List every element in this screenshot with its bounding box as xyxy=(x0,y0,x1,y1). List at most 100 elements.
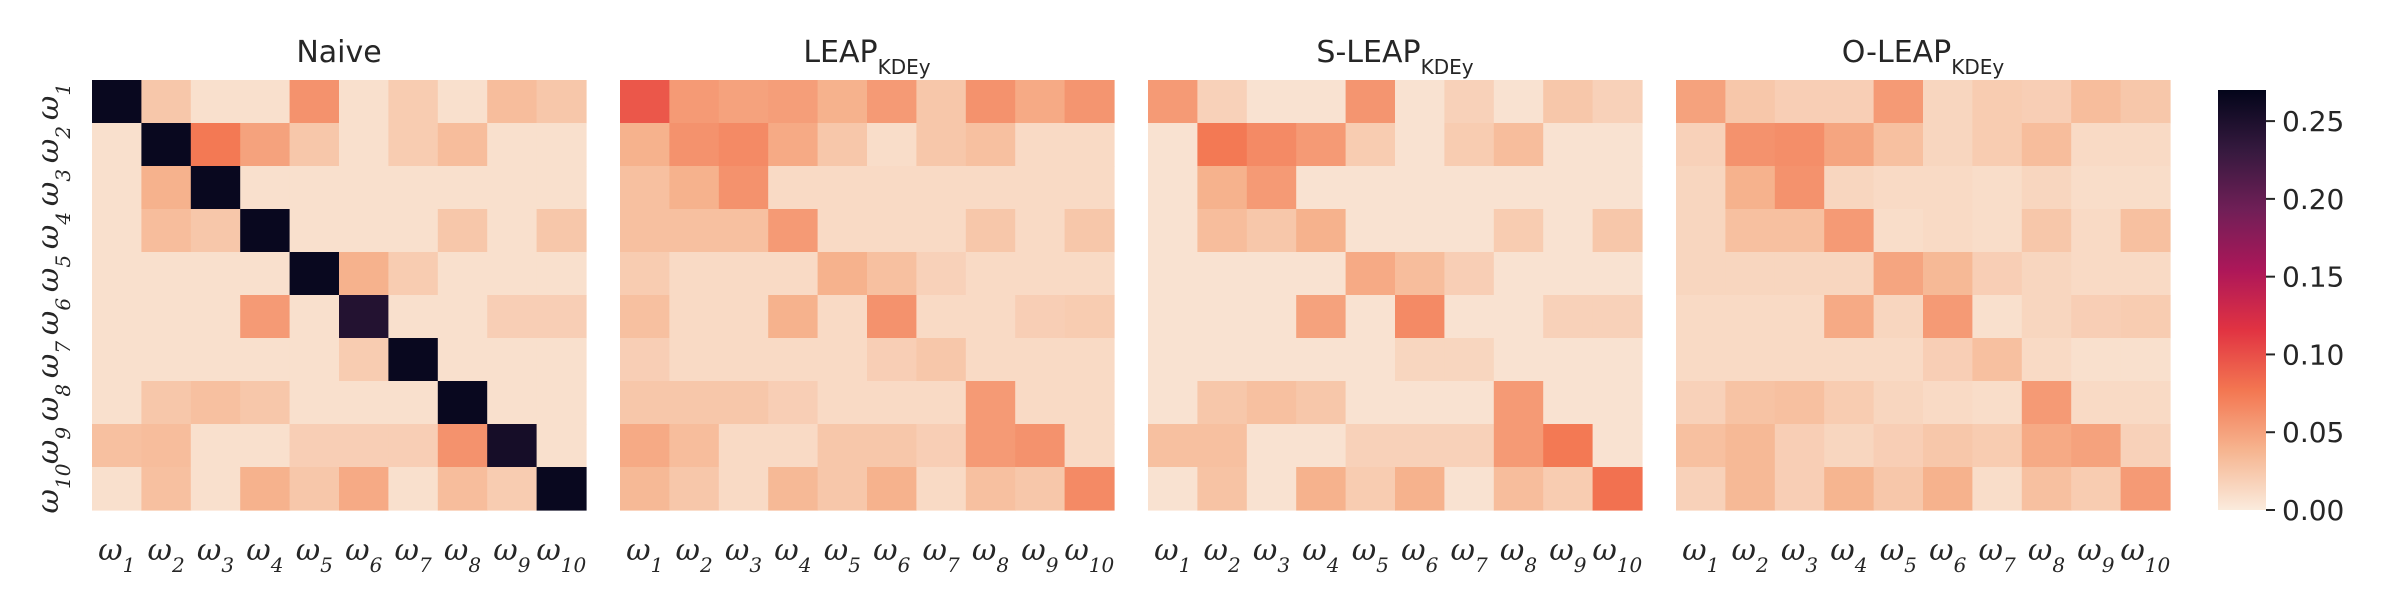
heatmap-cell xyxy=(1774,295,1825,339)
heatmap-cell xyxy=(1148,467,1198,511)
heatmap-cell xyxy=(388,295,439,339)
heatmap-cell xyxy=(190,467,241,511)
x-tick-label: ω5 xyxy=(296,533,333,577)
y-tick-label: ω2 xyxy=(31,126,75,163)
heatmap-cell xyxy=(669,123,720,167)
heatmap-cell xyxy=(1543,123,1594,167)
heatmap-cell xyxy=(1774,252,1825,296)
heatmap-cell xyxy=(1824,338,1875,382)
heatmap-cell xyxy=(2071,381,2122,425)
heatmap-cell xyxy=(2120,295,2171,339)
x-tick-label: ω4 xyxy=(1830,533,1867,577)
heatmap-cell xyxy=(1296,209,1347,253)
heatmap-cell xyxy=(1923,252,1973,296)
heatmap-cell xyxy=(1444,252,1495,296)
heatmap-cell xyxy=(1543,295,1594,339)
heatmap-cell xyxy=(1725,166,1776,210)
heatmap-cell xyxy=(1493,166,1544,210)
heatmap-cell xyxy=(1923,123,1973,167)
heatmap-cell xyxy=(1015,295,1066,339)
x-tick-label: ω1 xyxy=(1154,533,1191,577)
heatmap-cell xyxy=(190,381,241,425)
heatmap-cell xyxy=(1395,467,1445,511)
x-tick-label: ω10 xyxy=(1592,533,1642,577)
heatmap-cell xyxy=(388,166,439,210)
heatmap-cell xyxy=(1493,252,1544,296)
heatmap-cell xyxy=(669,467,720,511)
heatmap-cell xyxy=(916,381,967,425)
colorbar-tick-label: 0.05 xyxy=(2282,416,2344,449)
heatmap-cell xyxy=(1676,424,1726,468)
heatmap-cell xyxy=(1543,381,1594,425)
heatmap-cell xyxy=(1064,166,1115,210)
heatmap-cell xyxy=(1725,252,1776,296)
heatmap-cell xyxy=(916,80,967,124)
heatmap-cell xyxy=(190,80,241,124)
heatmap-cell xyxy=(1197,123,1248,167)
heatmap-cell xyxy=(1296,166,1347,210)
heatmap-cell xyxy=(1444,295,1495,339)
x-tick-label: ω5 xyxy=(1352,533,1389,577)
x-tick-label: ω4 xyxy=(774,533,811,577)
heatmap-cell xyxy=(1246,166,1297,210)
y-tick-label: ω1 xyxy=(31,83,75,120)
x-tick-label: ω8 xyxy=(444,533,481,577)
heatmap-cell xyxy=(1064,381,1115,425)
heatmap-cell xyxy=(92,424,142,468)
heatmap-cell xyxy=(1493,295,1544,339)
heatmap-cell xyxy=(536,381,587,425)
heatmap-cell xyxy=(817,424,868,468)
heatmap-cell xyxy=(965,80,1016,124)
x-tick-label: ω6 xyxy=(1929,533,1966,577)
heatmap-cell xyxy=(1064,252,1115,296)
heatmap-cell xyxy=(1774,467,1825,511)
heatmap-cell xyxy=(867,166,917,210)
heatmap-cell xyxy=(141,424,192,468)
x-tick-label: ω4 xyxy=(246,533,283,577)
x-tick-label: ω2 xyxy=(147,533,184,577)
heatmap-cell xyxy=(2021,252,2072,296)
heatmap-cell xyxy=(669,166,720,210)
heatmap-cell xyxy=(289,295,340,339)
y-tick-label: ω7 xyxy=(31,341,75,378)
heatmap-cell xyxy=(1444,424,1495,468)
heatmap-cell xyxy=(536,295,587,339)
heatmap-cell xyxy=(1395,166,1445,210)
x-tick-label: ω3 xyxy=(725,533,762,577)
heatmap-cell xyxy=(1015,252,1066,296)
heatmap-cell xyxy=(1676,381,1726,425)
heatmap-cell xyxy=(1592,252,1643,296)
heatmap-cell xyxy=(1543,338,1594,382)
heatmap-cell xyxy=(1395,381,1445,425)
heatmap-cell xyxy=(1972,467,2023,511)
heatmap-cell xyxy=(487,209,538,253)
heatmap-cell xyxy=(1676,295,1726,339)
heatmap-cell xyxy=(867,295,917,339)
heatmap-cell xyxy=(190,252,241,296)
heatmap-cell xyxy=(1824,252,1875,296)
heatmap-cell xyxy=(141,295,192,339)
heatmap-cell xyxy=(339,80,389,124)
heatmap-cell xyxy=(487,80,538,124)
heatmap-cell xyxy=(388,80,439,124)
heatmap-cell xyxy=(867,252,917,296)
heatmap-cell xyxy=(916,209,967,253)
heatmap-cell xyxy=(1923,467,1973,511)
heatmap-cell xyxy=(1972,295,2023,339)
heatmap-cell xyxy=(768,467,819,511)
heatmap-cell xyxy=(620,209,670,253)
heatmap-cell xyxy=(2071,209,2122,253)
heatmap-cell xyxy=(867,209,917,253)
heatmap-cell xyxy=(2120,123,2171,167)
x-tick-label: ω3 xyxy=(197,533,234,577)
heatmap-cell xyxy=(289,381,340,425)
x-tick-label: ω8 xyxy=(972,533,1009,577)
heatmap-cell xyxy=(240,381,291,425)
heatmap-cell xyxy=(1444,123,1495,167)
heatmap-cell xyxy=(1148,295,1198,339)
heatmap-cell xyxy=(2071,338,2122,382)
heatmap-cell xyxy=(1972,381,2023,425)
heatmap-cell xyxy=(487,295,538,339)
heatmap-cell xyxy=(1592,166,1643,210)
